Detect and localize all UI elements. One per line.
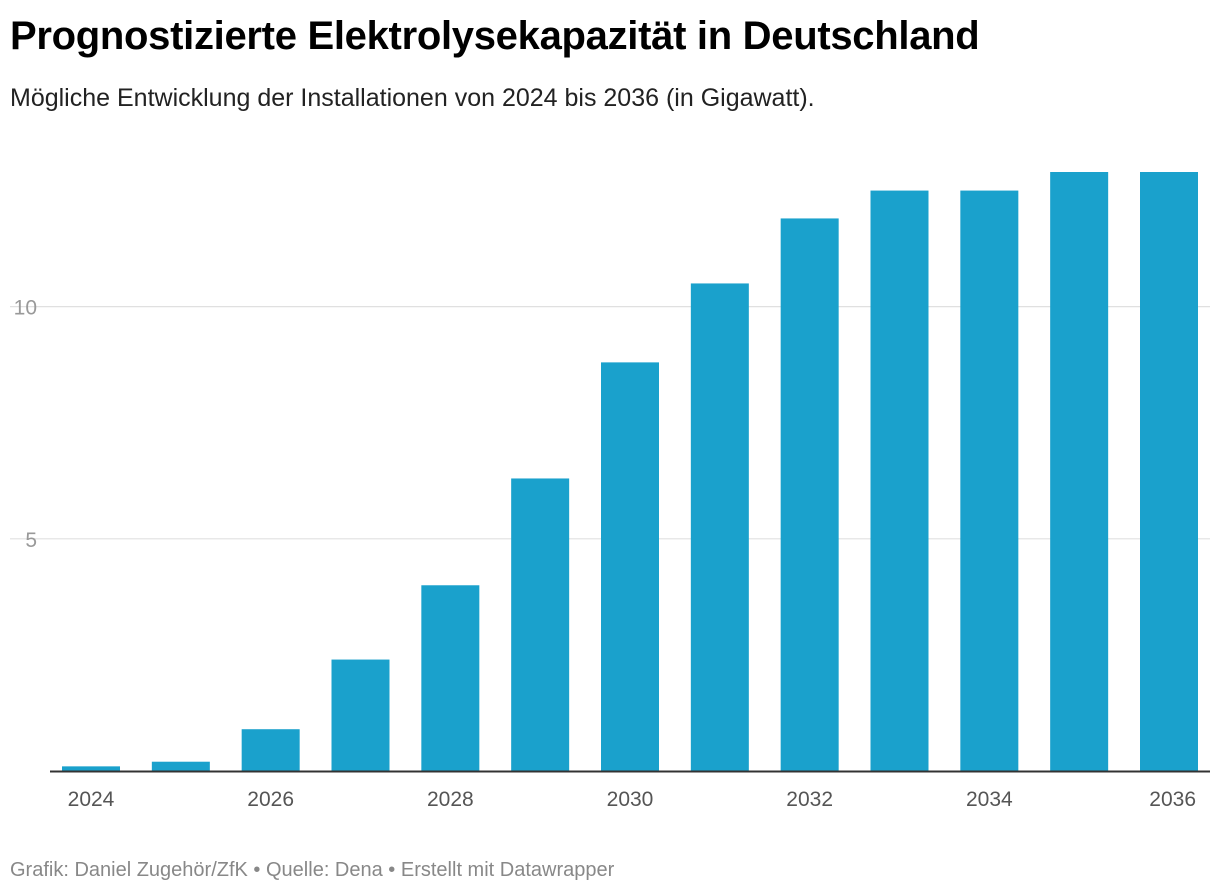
x-tick-label: 2030 (607, 788, 654, 811)
bar-2024 (62, 766, 120, 771)
footer-credit: Grafik: Daniel Zugehör/ZfK (10, 859, 248, 881)
x-tick-label: 2024 (68, 788, 115, 811)
chart-subtitle: Mögliche Entwicklung der Installationen … (10, 84, 815, 112)
bar-2031 (690, 283, 749, 771)
x-tick-label: 2026 (247, 788, 294, 811)
footer-separator: • (247, 859, 266, 881)
footer-source: Quelle: Dena (266, 859, 383, 881)
bar-2033 (870, 190, 929, 772)
bars (62, 172, 1198, 772)
x-tick-label: 2028 (427, 788, 474, 811)
footer-tool: Erstellt mit Datawrapper (400, 859, 615, 881)
bar-2034 (960, 190, 1019, 772)
bar-2029 (511, 478, 570, 771)
footer-separator: • (382, 859, 401, 881)
y-axis-labels: 5 10 (14, 297, 37, 552)
bar-2030 (601, 362, 659, 771)
bar-2035 (1050, 172, 1109, 771)
x-tick-label: 2032 (786, 788, 833, 811)
x-tick-label: 2036 (1149, 788, 1196, 811)
y-tick-label: 5 (25, 529, 37, 552)
bar-2028 (421, 585, 480, 771)
bar-2026 (241, 729, 300, 771)
bar-2036 (1140, 172, 1198, 771)
x-tick-label: 2034 (966, 788, 1013, 811)
chart-title: Prognostizierte Elektrolysekapazität in … (10, 14, 980, 58)
bar-2027 (331, 659, 390, 771)
bar-2025 (151, 761, 210, 771)
y-tick-label: 10 (14, 297, 37, 320)
chart-footer: Grafik: Daniel Zugehör/ZfK • Quelle: Den… (10, 856, 614, 884)
x-axis-labels: 2024 2026 2028 2030 2032 2034 2036 (68, 788, 1196, 811)
bar-2032 (780, 218, 839, 772)
